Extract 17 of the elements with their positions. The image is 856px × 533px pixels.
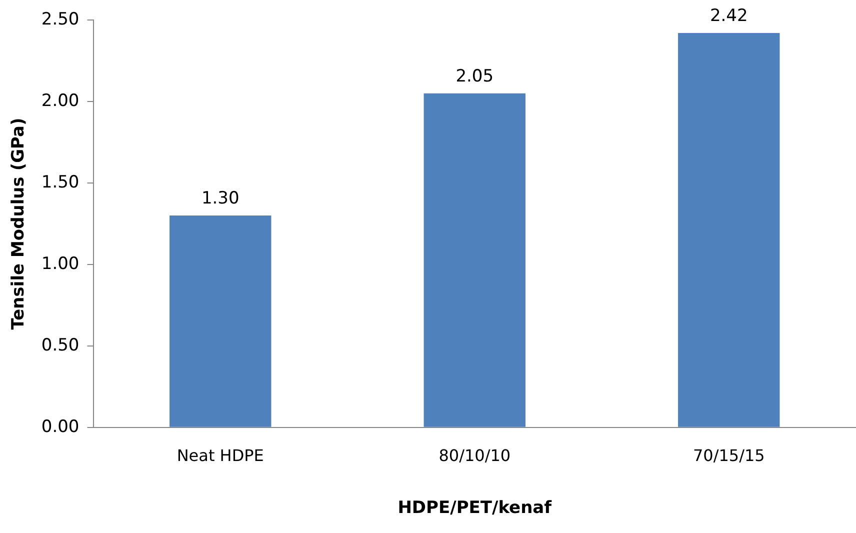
- x-axis-title: HDPE/PET/kenaf: [398, 498, 552, 518]
- x-tick-label: Neat HDPE: [176, 446, 264, 466]
- bar: [424, 93, 526, 427]
- y-tick-label: 1.50: [41, 172, 80, 192]
- x-tick-label: 80/10/10: [438, 446, 511, 466]
- y-tick-label: 0.50: [41, 335, 80, 356]
- data-label: 2.05: [456, 66, 494, 86]
- y-tick-label: 1.00: [41, 254, 80, 274]
- data-label: 1.30: [201, 188, 240, 208]
- bar: [170, 216, 272, 427]
- y-tick-label: 2.50: [41, 9, 80, 30]
- y-tick-label: 0.00: [41, 416, 80, 437]
- y-tick-label: 2.00: [41, 90, 80, 111]
- x-tick-label: 70/15/15: [692, 446, 765, 466]
- bar: [678, 33, 780, 427]
- y-axis-title: Tensile Modulus (GPa): [8, 118, 29, 330]
- data-label: 2.42: [710, 6, 748, 26]
